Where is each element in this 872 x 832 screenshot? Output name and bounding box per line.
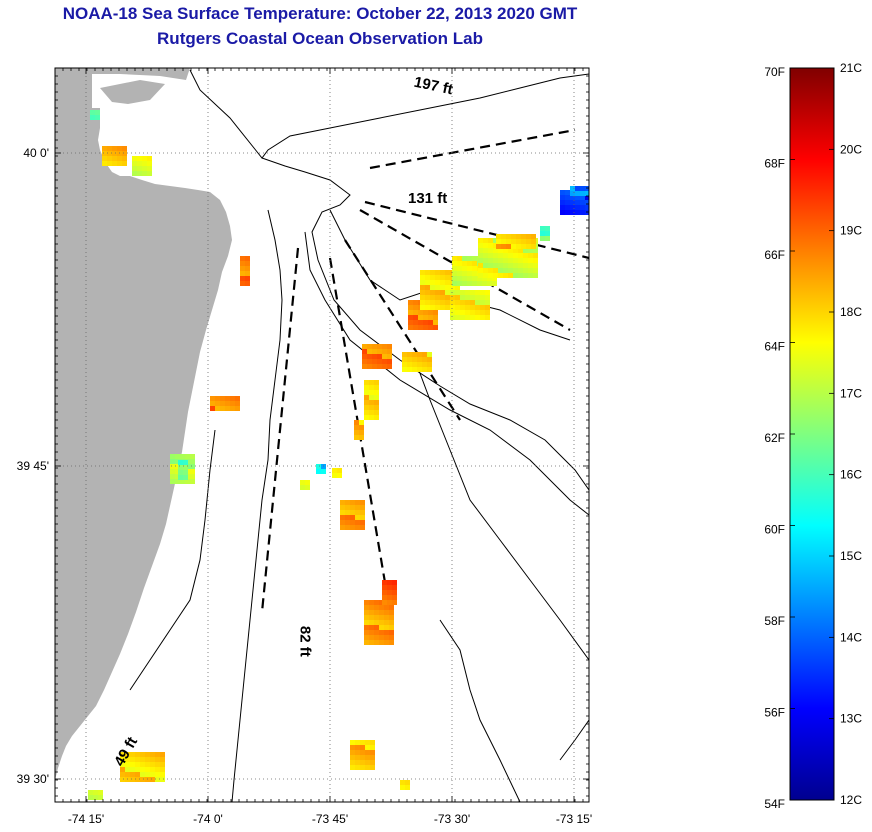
contour-label: 131 ft	[408, 190, 447, 207]
colorbar-f-label: 54F	[764, 797, 785, 811]
colorbar-c-label: 17C	[840, 386, 862, 400]
graticule	[55, 68, 589, 802]
contour-label: 82 ft	[297, 626, 314, 657]
lon-tick-label: -73 30'	[434, 812, 470, 826]
land-north	[55, 68, 190, 80]
colorbar-f-label: 66F	[764, 248, 785, 262]
land-mask	[55, 68, 232, 780]
colorbar-c-label: 13C	[840, 712, 862, 726]
map-title: NOAA-18 Sea Surface Temperature: October…	[62, 4, 578, 23]
lat-tick-label: 40 0'	[23, 146, 49, 160]
colorbar-c-label: 16C	[840, 468, 862, 482]
colorbar-f-label: 56F	[764, 706, 785, 720]
colorbar-f-label: 58F	[764, 614, 785, 628]
colorbar-f-labels: 70F 68F 66F 64F 62F 60F 58F 56F 54F	[764, 65, 795, 811]
colorbar-f-label: 60F	[764, 523, 785, 537]
map-area	[55, 68, 589, 802]
colorbar	[789, 67, 835, 801]
lon-tick-label: -74 15'	[68, 812, 104, 826]
bathymetry-contours	[129, 69, 589, 802]
sst-patches	[88, 110, 589, 800]
colorbar-c-label: 19C	[840, 224, 862, 238]
latitude-labels: 40 30'40 15'40 0'39 45'39 30'	[17, 146, 49, 786]
colorbar-c-label: 15C	[840, 549, 862, 563]
map-subtitle: Rutgers Coastal Ocean Observation Lab	[157, 29, 483, 48]
lon-tick-label: -73 15'	[556, 812, 592, 826]
lat-tick-label: 39 30'	[17, 772, 49, 786]
longitude-labels: -74 15' -74 0' -73 45' -73 30' -73 15'	[68, 812, 592, 826]
land-island	[100, 80, 165, 104]
colorbar-c-label: 18C	[840, 305, 862, 319]
colorbar-c-label: 21C	[840, 61, 862, 75]
lat-tick-label: 39 45'	[17, 459, 49, 473]
map-frame	[54, 67, 590, 803]
colorbar-f-label: 64F	[764, 340, 785, 354]
colorbar-f-label: 62F	[764, 431, 785, 445]
colorbar-f-label: 68F	[764, 157, 785, 171]
colorbar-c-label: 12C	[840, 793, 862, 807]
frame-ticks	[54, 67, 589, 802]
colorbar-f-label: 70F	[764, 65, 785, 79]
colorbar-c-labels: 21C 20C 19C 18C 17C 16C 15C 14C 13C 12C	[829, 61, 862, 807]
lon-tick-label: -74 0'	[193, 812, 223, 826]
colorbar-c-label: 14C	[840, 630, 862, 644]
colorbar-c-label: 20C	[840, 142, 862, 156]
lon-tick-label: -73 45'	[312, 812, 348, 826]
